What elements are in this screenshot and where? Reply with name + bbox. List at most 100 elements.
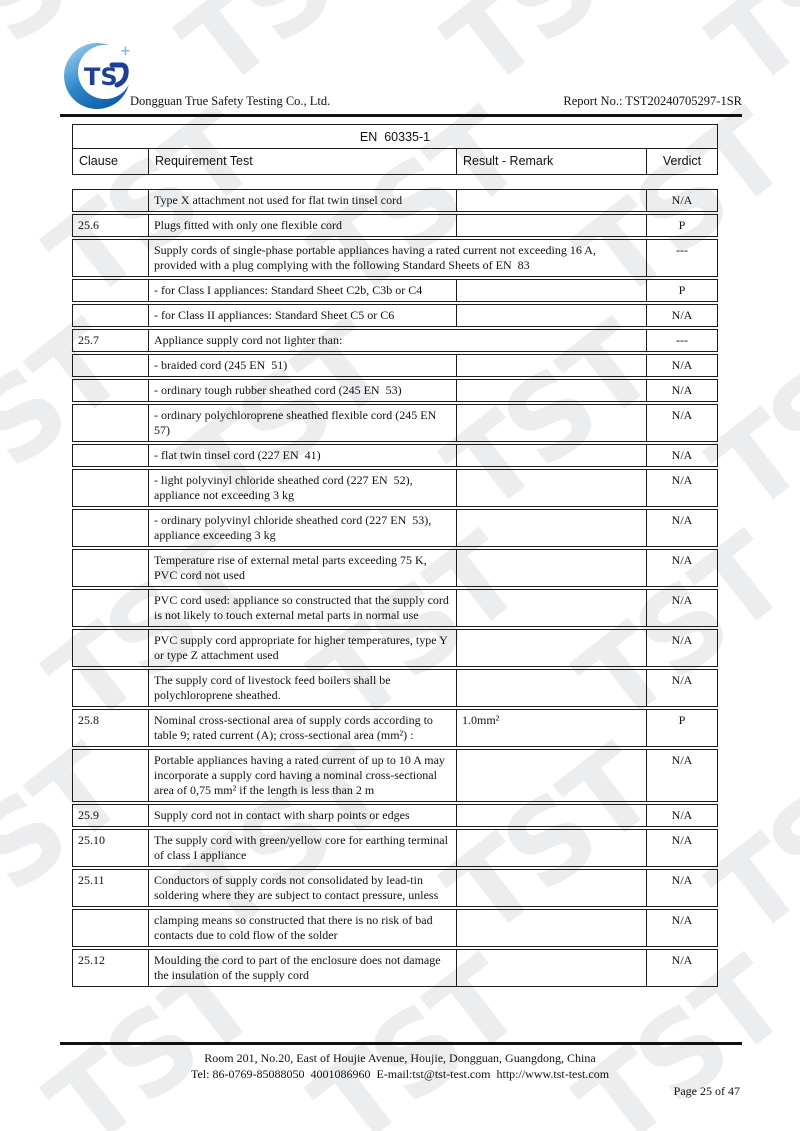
cell-verdict: N/A	[646, 670, 717, 706]
footer-address: Room 201, No.20, East of Houjie Avenue, …	[204, 1051, 596, 1065]
footer-rule	[60, 1042, 742, 1045]
cell-verdict: N/A	[646, 910, 717, 946]
cell-result	[456, 280, 646, 301]
table-row: clamping means so constructed that there…	[72, 909, 718, 947]
cell-clause: 25.7	[78, 333, 99, 347]
table-row: PVC cord used: appliance so constructed …	[72, 589, 718, 627]
table-row: 25.6 Plugs fitted with only one flexible …	[72, 214, 718, 237]
cell-result	[456, 950, 646, 986]
cell-requirement: - flat twin tinsel cord (227 EN 41)	[148, 445, 456, 466]
cell-result	[456, 590, 646, 626]
cell-clause	[73, 550, 148, 586]
cell-clause	[73, 750, 148, 801]
table-row: - light polyvinyl chloride sheathed cord…	[72, 469, 718, 507]
cell-verdict: P	[646, 215, 717, 236]
table-row: PVC supply cord appropriate for higher t…	[72, 629, 718, 667]
cell-requirement: PVC cord used: appliance so constructed …	[148, 590, 456, 626]
cell-requirement: Type X attachment not used for flat twin…	[148, 190, 456, 211]
cell-verdict: N/A	[646, 510, 717, 546]
table-row: - braided cord (245 EN 51) N/A	[72, 354, 718, 377]
table-row: 25.12 Moulding the cord to part of the en…	[72, 949, 718, 987]
cell-result	[456, 405, 646, 441]
cell-verdict: N/A	[646, 750, 717, 801]
cell-verdict: N/A	[646, 305, 717, 326]
cell-result	[456, 750, 646, 801]
cell-clause	[73, 190, 148, 211]
cell-result	[456, 670, 646, 706]
cell-requirement: clamping means so constructed that there…	[148, 910, 456, 946]
cell-clause	[73, 590, 148, 626]
cell-verdict: N/A	[646, 405, 717, 441]
header-rule	[60, 114, 742, 117]
cell-verdict: P	[646, 710, 717, 746]
cell-verdict: N/A	[646, 550, 717, 586]
cell-result	[456, 910, 646, 946]
table-row: - ordinary polychloroprene sheathed flex…	[72, 404, 718, 442]
cell-requirement: - light polyvinyl chloride sheathed cord…	[148, 470, 456, 506]
cell-clause	[73, 280, 148, 301]
page-number: Page 25 of 47	[673, 1084, 740, 1098]
cell-clause	[73, 355, 148, 376]
company-name: Dongguan True Safety Testing Co., Ltd.	[130, 94, 331, 108]
cell-requirement: Supply cord not in contact with sharp po…	[148, 805, 456, 826]
cell-verdict: N/A	[646, 590, 717, 626]
cell-verdict: ---	[646, 330, 717, 351]
cell-requirement: - ordinary tough rubber sheathed cord (2…	[148, 380, 456, 401]
cell-result	[456, 305, 646, 326]
logo-letters: TS	[84, 63, 118, 91]
cell-result	[456, 445, 646, 466]
cell-requirement: Appliance supply cord not lighter than:	[148, 330, 646, 351]
cell-verdict: N/A	[646, 870, 717, 906]
cell-requirement: Temperature rise of external metal parts…	[148, 550, 456, 586]
table-row: 25.7 Appliance supply cord not lighter th…	[72, 329, 718, 352]
table-row: - ordinary tough rubber sheathed cord (2…	[72, 379, 718, 402]
standard-table: EN 60335-1 Clause Requirement Test Resul…	[72, 124, 718, 989]
cell-clause	[73, 305, 148, 326]
cell-result	[456, 805, 646, 826]
cell-requirement: - for Class II appliances: Standard Shee…	[148, 305, 456, 326]
tst-logo-icon: TS +	[64, 43, 132, 109]
column-header-verdict: Verdict	[646, 149, 717, 174]
cell-verdict: ---	[646, 240, 717, 276]
column-header-requirement: Requirement Test	[148, 149, 456, 174]
table-header: EN 60335-1 Clause Requirement Test Resul…	[72, 124, 718, 175]
cell-clause	[73, 630, 148, 666]
cell-clause: 25.6	[78, 218, 99, 232]
cell-result	[456, 870, 646, 906]
cell-clause	[73, 510, 148, 546]
cell-result	[456, 380, 646, 401]
cell-requirement: Moulding the cord to part of the enclosu…	[148, 950, 456, 986]
cell-requirement: - braided cord (245 EN 51)	[148, 355, 456, 376]
cell-clause	[73, 405, 148, 441]
table-row: - for Class I appliances: Standard Sheet…	[72, 279, 718, 302]
table-row: Temperature rise of external metal parts…	[72, 549, 718, 587]
cell-clause	[73, 445, 148, 466]
table-row: 25.9 Supply cord not in contact with shar…	[72, 804, 718, 827]
table-row: Supply cords of single-phase portable ap…	[72, 239, 718, 277]
table-row: 25.11 Conductors of supply cords not cons…	[72, 869, 718, 907]
cell-result	[456, 630, 646, 666]
cell-requirement: Portable appliances having a rated curre…	[148, 750, 456, 801]
cell-requirement: Nominal cross-sectional area of supply c…	[148, 710, 456, 746]
cell-requirement: Supply cords of single-phase portable ap…	[148, 240, 646, 276]
column-header-result: Result - Remark	[456, 149, 646, 174]
cell-requirement: - for Class I appliances: Standard Sheet…	[148, 280, 456, 301]
cell-result	[456, 550, 646, 586]
column-header-row: Clause Requirement Test Result - Remark …	[73, 149, 717, 174]
cell-clause	[73, 670, 148, 706]
cell-clause: 25.11	[78, 873, 105, 887]
cell-clause	[73, 240, 148, 276]
cell-verdict: N/A	[646, 190, 717, 211]
cell-requirement: Conductors of supply cords not consolida…	[148, 870, 456, 906]
cell-result: 1.0mm²	[456, 710, 646, 746]
table-row: The supply cord of livestock feed boiler…	[72, 669, 718, 707]
cell-verdict: N/A	[646, 630, 717, 666]
table-row: - ordinary polyvinyl chloride sheathed c…	[72, 509, 718, 547]
cell-requirement: - ordinary polychloroprene sheathed flex…	[148, 405, 456, 441]
cell-clause	[73, 380, 148, 401]
table-title: EN 60335-1	[73, 125, 717, 149]
table-body: Type X attachment not used for flat twin…	[72, 189, 718, 987]
cell-verdict: N/A	[646, 950, 717, 986]
footer-contacts: Tel: 86-0769-85088050 4001086960 E-mail:…	[190, 1067, 610, 1081]
